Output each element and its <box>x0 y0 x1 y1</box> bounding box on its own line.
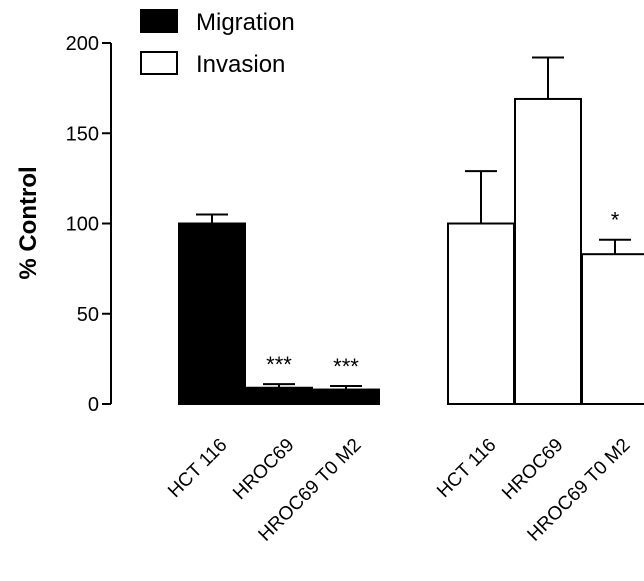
bar <box>581 253 644 405</box>
significance-label: *** <box>266 352 292 377</box>
y-axis-label: % Control <box>15 166 42 279</box>
category-label: HCT 116 <box>433 435 500 502</box>
bar <box>514 97 582 406</box>
y-tick-label: 100 <box>66 214 99 236</box>
category-label: HCT 116 <box>164 435 231 502</box>
category-label: HROC69 <box>498 435 567 504</box>
y-tick-label: 200 <box>66 33 99 55</box>
bar <box>245 386 313 406</box>
legend-swatch <box>140 51 178 75</box>
y-tick-label: 0 <box>88 394 99 416</box>
bars-group: *** **** <box>178 56 644 406</box>
legend: Migration Invasion <box>140 9 295 78</box>
significance-label: *** <box>333 354 359 379</box>
category-label: HROC69 <box>229 435 298 504</box>
legend-swatch <box>140 9 178 33</box>
bar <box>178 222 246 405</box>
y-tick-label: 150 <box>66 123 99 145</box>
legend-label: Migration <box>196 9 295 36</box>
bar <box>312 388 380 405</box>
y-tick-label: 50 <box>77 304 99 326</box>
legend-label: Invasion <box>196 51 285 78</box>
significance-label: * <box>611 208 620 233</box>
bar <box>447 222 515 405</box>
y-axis: 0 50 100 150 200 <box>66 33 112 416</box>
